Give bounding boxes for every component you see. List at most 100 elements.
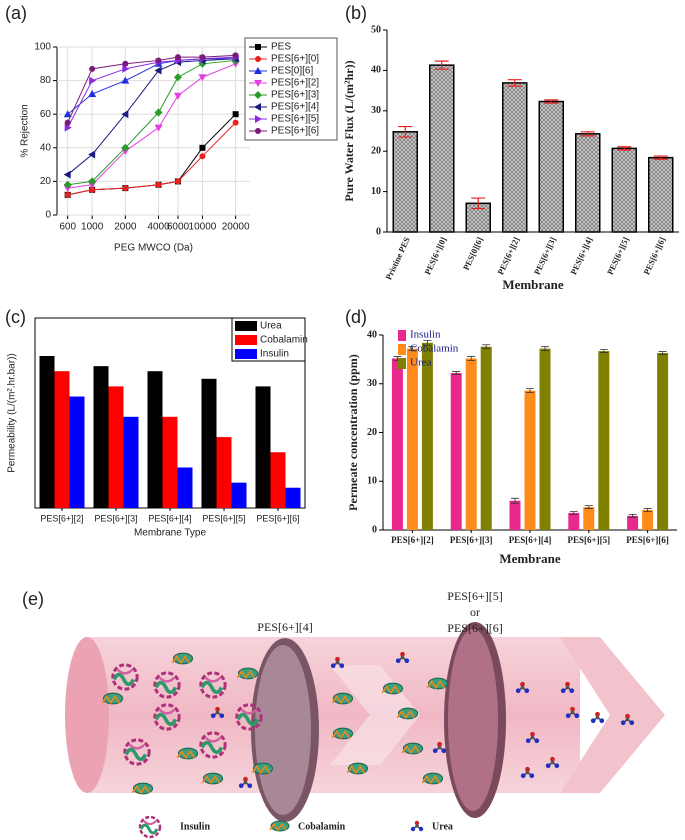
flow-arrow-head: [560, 637, 665, 793]
bar: [465, 358, 477, 530]
bar: [575, 133, 601, 233]
legend-text: Cobalamin: [260, 335, 308, 346]
bar: [538, 100, 564, 233]
cobalamin-icon: [346, 762, 369, 775]
y-axis-label: Pure Water Flux (L/(m²hr)): [342, 60, 356, 201]
bar: [391, 358, 403, 530]
marker: [64, 191, 71, 198]
legend-swatch: [235, 349, 257, 359]
error-bar: [452, 371, 461, 375]
bar: [648, 156, 674, 233]
marker: [89, 186, 96, 193]
legend-text: Insulin: [410, 329, 441, 341]
bar: [270, 452, 286, 508]
y-tick-label: 20: [367, 427, 377, 438]
marker: [63, 170, 71, 179]
membrane-face: [255, 645, 311, 815]
marker: [232, 119, 239, 126]
bar: [539, 348, 551, 530]
y-tick-label: 80: [40, 75, 52, 86]
bar: [201, 378, 217, 508]
error-bar: [617, 146, 632, 151]
error-bar: [569, 511, 578, 515]
bar: [480, 346, 492, 530]
error-bar: [526, 388, 534, 393]
bar: [429, 64, 455, 233]
y-tick-label: 10: [367, 476, 377, 487]
legend-text: PES[6+][6]: [271, 126, 319, 137]
x-tick-label: 4000: [147, 222, 170, 233]
marker: [174, 54, 181, 61]
x-tick-label: PES[6+][3]: [94, 513, 137, 523]
legend-text: PES[6+][3]: [271, 90, 319, 101]
legend-swatch: [398, 358, 406, 369]
cobalamin-icon: [421, 772, 444, 785]
cobalamin-icon: [251, 762, 274, 775]
legend-icon: [138, 815, 162, 839]
cobalamin-icon: [331, 692, 354, 705]
marker: [121, 76, 130, 84]
y-tick-label: 20: [40, 176, 52, 187]
x-tick-label: PES[6+][6]: [626, 535, 669, 545]
legend-swatch: [398, 330, 406, 341]
error-bar: [544, 99, 559, 104]
series-line: [67, 54, 236, 123]
error-bar: [653, 155, 668, 160]
error-bar: [398, 125, 413, 138]
marker: [255, 115, 262, 123]
marker: [173, 92, 182, 100]
x-tick-label: PES[6+][2]: [40, 513, 83, 523]
panel-label: (a): [5, 3, 27, 23]
bar: [406, 348, 418, 530]
panel-label: (c): [5, 307, 26, 327]
y-axis-label: Permeate concentration (ppm): [346, 354, 360, 511]
marker: [63, 110, 72, 118]
legend-text: PES[6+][5]: [271, 114, 319, 125]
y-tick-label: 40: [367, 329, 377, 340]
y-tick-label: 0: [376, 226, 381, 237]
error-bar: [599, 349, 608, 353]
x-tick-label: PES[6+][5]: [605, 235, 631, 276]
marker: [255, 128, 261, 134]
bar: [177, 467, 193, 508]
x-tick-label: PES[6+][4]: [568, 235, 594, 276]
legend-text: Urea: [432, 821, 453, 832]
series-line: [67, 58, 236, 176]
error-bar: [658, 351, 667, 355]
marker: [63, 180, 72, 189]
marker: [88, 177, 97, 186]
bar: [216, 437, 232, 508]
y-tick-label: 30: [371, 105, 381, 116]
marker: [122, 64, 130, 73]
x-tick-label: PES[6+][5]: [567, 535, 610, 545]
x-tick-label: 1000: [81, 222, 104, 233]
error-bar: [643, 508, 652, 512]
x-axis-label: Membrane Type: [134, 528, 207, 539]
marker: [254, 80, 262, 87]
marker: [122, 60, 129, 67]
legend-text: Urea: [260, 321, 282, 332]
x-tick-label: PES[6+][2]: [391, 535, 434, 545]
marker: [255, 56, 261, 62]
legend-text: Cobalamin: [410, 343, 459, 355]
bar: [147, 371, 163, 508]
cobalamin-icon: [101, 692, 124, 705]
error-bar: [467, 356, 476, 361]
membrane-label: PES[6+][5]: [447, 589, 502, 603]
cobalamin-icon: [401, 742, 424, 755]
y-tick-label: 10: [371, 186, 381, 197]
marker: [121, 143, 130, 152]
legend-text: Insulin: [260, 349, 289, 360]
y-axis-label: Permeability (L/(m².hr.bar)): [7, 353, 18, 472]
bar: [39, 356, 55, 508]
x-axis-label: Membrane: [502, 277, 564, 292]
bar: [162, 416, 178, 508]
bar: [583, 507, 595, 530]
x-tick-label: 2000: [114, 222, 137, 233]
x-tick-label: PES[6+][0]: [422, 235, 448, 276]
marker: [254, 91, 262, 99]
y-tick-label: 20: [371, 145, 381, 156]
legend-text: Urea: [410, 357, 431, 369]
marker: [254, 103, 261, 111]
cobalamin-icon: [236, 667, 259, 680]
